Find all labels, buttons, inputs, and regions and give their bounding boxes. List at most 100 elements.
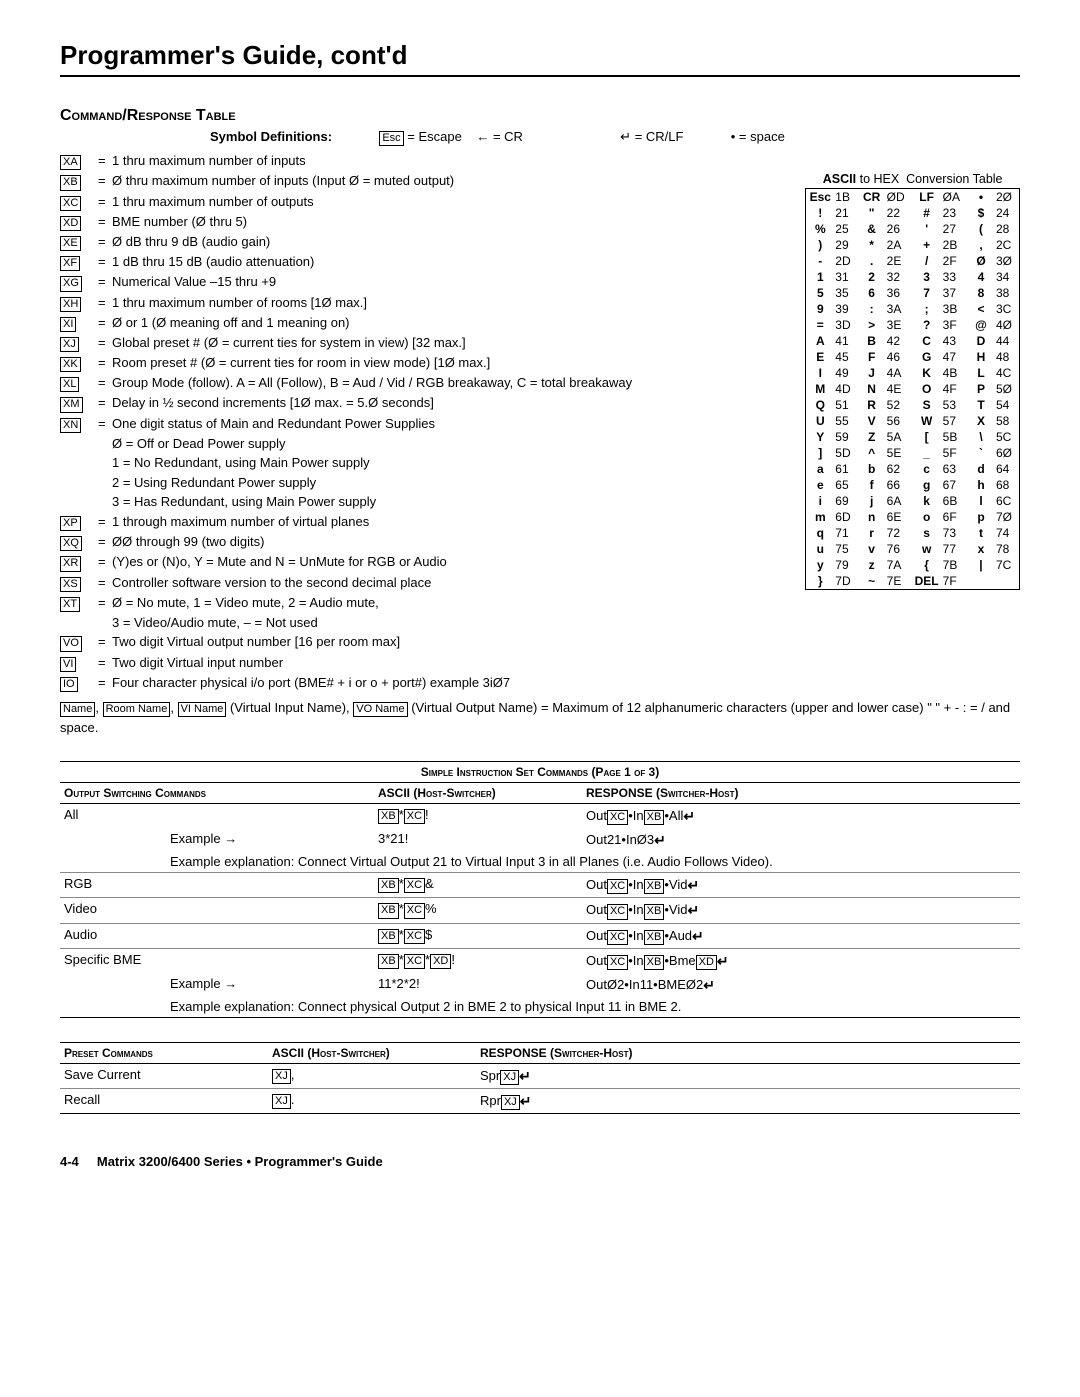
symbol-box: XP <box>60 516 81 531</box>
hex-value: 68 <box>995 477 1020 493</box>
hex-value: 7B <box>942 557 967 573</box>
hex-char: Ø <box>967 253 995 269</box>
definition-row: XC=1 thru maximum number of outputs <box>60 193 795 211</box>
hex-value: 61 <box>834 461 857 477</box>
hex-char: T <box>967 397 995 413</box>
definition-row: XG=Numerical Value –15 thru +9 <box>60 273 795 291</box>
symbol-box: XB <box>378 878 399 893</box>
sis-col-commands: Output Switching Commands <box>60 783 374 804</box>
hex-char: n <box>858 509 886 525</box>
hex-value: 75 <box>834 541 857 557</box>
hex-char: s <box>912 525 942 541</box>
hex-char: I <box>806 365 835 381</box>
symbol-box: XD <box>696 955 717 970</box>
ascii-hex-table: Esc1BCRØDLFØA•2Ø!21"22#23$24%25&26'27(28… <box>805 188 1020 590</box>
hex-value: 56 <box>886 413 912 429</box>
sis-col-ascii: ASCII (Host-Switcher) <box>374 783 582 804</box>
hex-char: 9 <box>806 301 835 317</box>
hex-value: 41 <box>834 333 857 349</box>
symbol-box: XJ <box>272 1094 291 1109</box>
symbol-box: IO <box>60 677 78 692</box>
hex-value: 42 <box>886 333 912 349</box>
hex-value: 6B <box>942 493 967 509</box>
hex-value: 46 <box>886 349 912 365</box>
symbol-box: XC <box>404 903 425 918</box>
definition-row: XT=Ø = No mute, 1 = Video mute, 2 = Audi… <box>60 594 795 612</box>
symbol-box: XM <box>60 397 83 412</box>
crlf-icon <box>654 832 666 849</box>
hex-value: 65 <box>834 477 857 493</box>
symbol-box: XB <box>644 930 665 945</box>
hex-value: 7Ø <box>995 509 1020 525</box>
hex-value: 44 <box>995 333 1020 349</box>
symbol-box: XJ <box>60 337 79 352</box>
hex-value: 63 <box>942 461 967 477</box>
table-row: Save CurrentXJ,SprXJ <box>60 1063 1020 1088</box>
hex-char: J <box>858 365 886 381</box>
hex-char: w <box>912 541 942 557</box>
definition-row: XH=1 thru maximum number of rooms [1Ø ma… <box>60 294 795 312</box>
hex-char: h <box>967 477 995 493</box>
definition-row: XS=Controller software version to the se… <box>60 574 795 592</box>
hex-value: 47 <box>942 349 967 365</box>
hex-value: 2F <box>942 253 967 269</box>
hex-char: C <box>912 333 942 349</box>
name-definitions-line: Name, Room Name, VI Name (Virtual Input … <box>60 698 1020 737</box>
hex-value: 3B <box>942 301 967 317</box>
hex-value: 66 <box>886 477 912 493</box>
hex-value: 54 <box>995 397 1020 413</box>
hex-char: { <box>912 557 942 573</box>
symbol-box: XB <box>644 955 665 970</box>
hex-char: 7 <box>912 285 942 301</box>
hex-value: 3C <box>995 301 1020 317</box>
hex-char: O <box>912 381 942 397</box>
hex-value: 52 <box>886 397 912 413</box>
hex-char: < <box>967 301 995 317</box>
space-dot: • <box>731 129 736 144</box>
hex-char: 6 <box>858 285 886 301</box>
hex-value: 7C <box>995 557 1020 573</box>
hex-char: = <box>806 317 835 333</box>
crlf-icon <box>717 953 729 970</box>
sis-super-header: Simple Instruction Set Commands (Page 1 … <box>60 762 1020 783</box>
hex-char: B <box>858 333 886 349</box>
hex-char: Q <box>806 397 835 413</box>
symbol-box: XB <box>644 810 665 825</box>
hex-char: S <box>912 397 942 413</box>
hex-value: 76 <box>886 541 912 557</box>
table-row: Example explanation: Connect Virtual Out… <box>60 851 1020 872</box>
hex-value: 6E <box>886 509 912 525</box>
hex-char: 5 <box>806 285 835 301</box>
symbol-box: XF <box>60 256 80 271</box>
hex-char: % <box>806 221 835 237</box>
hex-char: LF <box>912 189 942 206</box>
symbol-box: XI <box>60 317 76 332</box>
definition-row: 2 = Using Redundant Power supply <box>60 474 795 492</box>
hex-char: P <box>967 381 995 397</box>
hex-value: ØA <box>942 189 967 206</box>
hex-char: k <box>912 493 942 509</box>
symbol-box: XJ <box>501 1095 520 1110</box>
symbol-box: XH <box>60 297 81 312</box>
hex-value: 57 <box>942 413 967 429</box>
hex-char: 8 <box>967 285 995 301</box>
hex-char: _ <box>912 445 942 461</box>
symbol-box: XC <box>607 930 628 945</box>
hex-value: 5C <box>995 429 1020 445</box>
hex-char: y <box>806 557 835 573</box>
hex-char: q <box>806 525 835 541</box>
symbol-definitions-list: XA=1 thru maximum number of inputsXB=Ø t… <box>60 152 805 694</box>
hex-char: p <box>967 509 995 525</box>
hex-char: U <box>806 413 835 429</box>
symbol-box: XD <box>430 954 451 969</box>
hex-value: 2C <box>995 237 1020 253</box>
hex-value: 3A <box>886 301 912 317</box>
symbol-box: XJ <box>500 1070 519 1085</box>
hex-char: • <box>967 189 995 206</box>
hex-char: g <box>912 477 942 493</box>
preset-commands-table: Preset Commands ASCII (Host-Switcher) RE… <box>60 1042 1020 1114</box>
hex-char: ! <box>806 205 835 221</box>
hex-char: f <box>858 477 886 493</box>
symbol-box: VO <box>60 636 82 651</box>
hex-char: d <box>967 461 995 477</box>
